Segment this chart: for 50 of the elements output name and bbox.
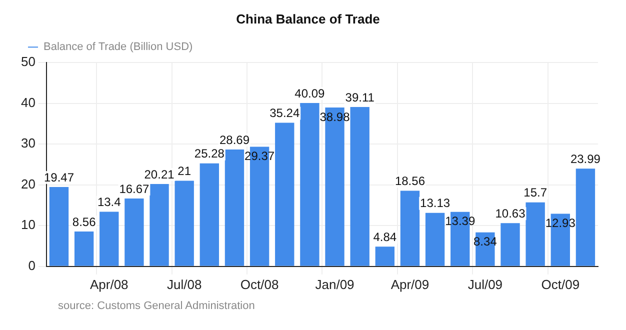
y-tick-label: 20: [20, 176, 36, 192]
bar: [74, 232, 94, 266]
bar: [174, 180, 194, 266]
bar: [576, 168, 596, 266]
y-tick-label: 50: [20, 54, 36, 70]
x-tick-label: Jul/08: [166, 276, 202, 292]
bar: [224, 149, 244, 266]
data-label: 13.4: [97, 195, 122, 210]
data-label: 40.09: [294, 86, 326, 100]
x-tick-label: Apr/09: [390, 276, 430, 292]
data-label: 4.84: [373, 230, 397, 244]
data-label: 8.56: [72, 214, 96, 229]
y-tick-label: 40: [20, 94, 36, 110]
source-note: source: Customs General Administration: [58, 300, 256, 312]
bar: [350, 106, 370, 266]
data-label: 18.56: [394, 174, 426, 188]
data-label: 21: [178, 164, 192, 178]
data-label: 15.7: [524, 186, 548, 200]
data-label: 35.24: [270, 106, 300, 120]
data-label: 19.47: [44, 170, 74, 184]
data-label: 39.11: [345, 90, 375, 104]
chart-title: China Balance of Trade: [236, 11, 380, 26]
data-label: 28.69: [219, 132, 250, 147]
bar: [124, 198, 144, 266]
data-label: 10.63: [495, 206, 526, 220]
data-label: 16.67: [119, 182, 150, 196]
bar: [49, 187, 69, 266]
bar: [150, 184, 169, 266]
y-tick-label: 0: [28, 258, 36, 273]
x-tick-label: Apr/08: [90, 276, 128, 292]
x-tick-label: Jan/09: [315, 276, 354, 292]
y-tick-label: 10: [20, 217, 36, 232]
y-tick-label: 30: [20, 136, 36, 151]
bar: [275, 122, 294, 266]
bar: [500, 223, 520, 266]
data-label: 23.99: [570, 152, 601, 166]
bar: [400, 190, 420, 266]
bar: [425, 212, 445, 266]
bar: [375, 246, 394, 266]
x-tick-label: Oct/09: [541, 276, 580, 292]
data-label: 20.21: [144, 167, 175, 182]
legend-label: Balance of Trade (Billion USD): [44, 41, 193, 54]
data-label: 13.13: [420, 196, 450, 210]
x-tick-label: Jul/09: [468, 276, 503, 292]
bar: [300, 102, 320, 266]
bar: [526, 202, 545, 266]
x-tick-label: Oct/08: [240, 276, 279, 292]
data-label: 25.28: [194, 146, 225, 161]
bar: [200, 163, 220, 266]
bar: [100, 212, 119, 266]
